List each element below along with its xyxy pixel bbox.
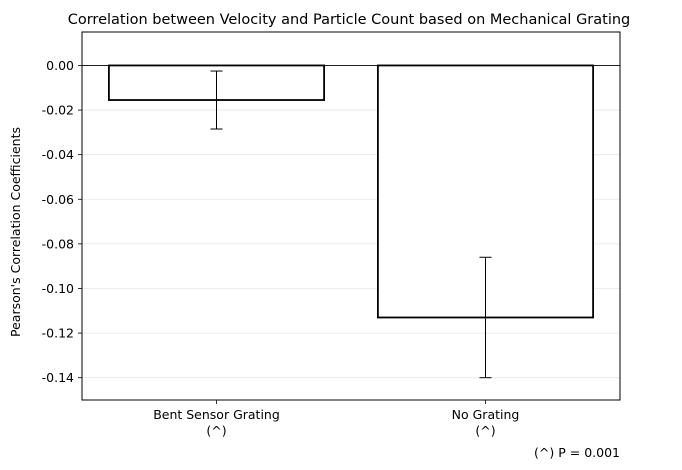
y-tick-label: -0.06 (42, 192, 74, 207)
bars (108, 64, 594, 319)
error-bars (210, 70, 492, 379)
y-tick-label: -0.02 (42, 103, 74, 118)
y-axis-label: Pearson's Correlation Coefficients (8, 127, 23, 337)
y-axis-ticks: 0.00 -0.02 -0.04 -0.06 -0.08 -0.10 -0.12 -0.14 (42, 58, 82, 385)
x-tick-significance-mark: (^) (206, 423, 226, 438)
plot-frame (81, 31, 621, 401)
y-tick-label: -0.04 (42, 147, 74, 162)
x-axis-ticks: Bent Sensor Grating(^)No Grating(^) (153, 400, 519, 438)
y-tick-label: -0.08 (42, 236, 74, 251)
chart-title: Correlation between Velocity and Particl… (68, 12, 631, 28)
x-tick-label: No Grating (452, 407, 520, 422)
x-tick-significance-mark: (^) (475, 423, 495, 438)
y-tick-label: -0.14 (42, 370, 74, 385)
y-tick-label: -0.10 (42, 281, 74, 296)
x-tick-label: Bent Sensor Grating (153, 407, 280, 422)
y-tick-label: -0.12 (42, 326, 74, 341)
y-tick-label: 0.00 (46, 58, 74, 73)
grid-lines (82, 65, 620, 379)
significance-annotation: (^) P = 0.001 (534, 445, 620, 460)
